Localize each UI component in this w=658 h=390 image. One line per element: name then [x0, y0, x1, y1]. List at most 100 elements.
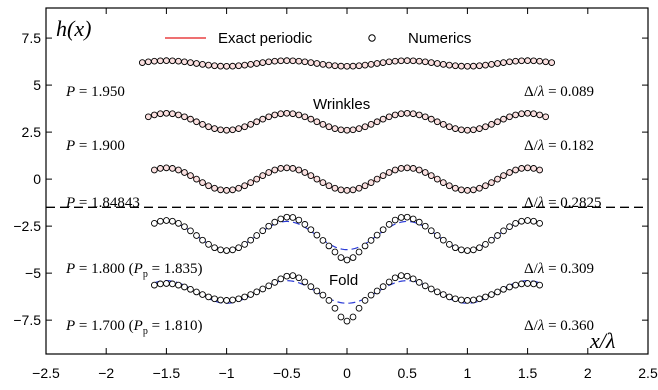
numerics-marker	[265, 113, 273, 121]
numerics-marker	[488, 236, 495, 244]
numerics-marker	[488, 60, 495, 68]
numerics-marker	[530, 57, 537, 65]
numerics-marker	[439, 121, 447, 128]
numerics-marker	[138, 59, 146, 66]
y-tick-label: −5	[25, 265, 41, 281]
numerics-marker	[187, 115, 194, 123]
numerics-marker	[355, 184, 363, 192]
numerics-marker	[181, 223, 188, 231]
numerics-marker	[439, 60, 447, 68]
numerics-marker	[157, 110, 164, 118]
numerics-marker	[319, 60, 327, 68]
numerics-marker	[169, 57, 176, 65]
numerics-marker	[151, 57, 158, 65]
legend-numerics-label: Numerics	[408, 30, 471, 47]
ratio-label: Δ/λ = 0.2825	[524, 195, 602, 211]
numerics-marker	[530, 217, 537, 225]
numerics-marker	[163, 109, 170, 117]
numerics-marker	[247, 121, 255, 128]
numerics-marker	[193, 288, 200, 296]
numerics-marker	[373, 118, 381, 126]
numerics-marker	[331, 248, 339, 256]
numerics-marker	[301, 58, 309, 66]
numerics-marker	[253, 232, 261, 239]
numerics-marker	[445, 241, 453, 248]
numerics-marker	[361, 123, 369, 131]
numerics-marker	[151, 111, 158, 119]
numerics-marker	[343, 187, 351, 194]
numerics-marker	[331, 125, 339, 132]
numerics-marker	[445, 123, 453, 131]
numerics-marker	[319, 121, 327, 128]
numerics-marker	[445, 293, 453, 301]
numerics-marker	[271, 279, 279, 286]
numerics-marker	[458, 296, 465, 304]
numerics-marker	[343, 62, 351, 70]
numerics-marker	[289, 214, 297, 221]
numerics-marker	[253, 288, 261, 296]
numerics-marker	[193, 175, 200, 183]
numerics-marker	[283, 109, 291, 117]
numerics-marker	[464, 187, 471, 194]
numerics-marker	[337, 254, 345, 261]
numerics-marker	[494, 60, 501, 67]
numerics-marker	[211, 295, 218, 303]
x-tick-label: −0.5	[273, 365, 301, 381]
numerics-marker	[415, 57, 423, 65]
numerics-marker	[295, 166, 303, 174]
numerics-marker	[349, 254, 357, 261]
x-tick-label: 2	[584, 365, 592, 381]
numerics-marker	[229, 186, 236, 194]
numerics-marker	[476, 244, 483, 252]
numerics-marker	[313, 175, 321, 183]
y-tick-label: 5	[33, 77, 41, 93]
numerics-marker	[470, 246, 477, 254]
numerics-marker	[530, 165, 537, 172]
numerics-marker	[403, 213, 411, 221]
numerics-marker	[301, 221, 309, 228]
numerics-marker	[229, 126, 236, 134]
numerics-marker	[421, 282, 429, 290]
numerics-marker	[193, 118, 200, 126]
numerics-marker	[211, 244, 218, 252]
numerics-marker	[373, 287, 381, 295]
numerics-marker	[187, 227, 194, 235]
numerics-marker	[241, 182, 249, 190]
numerics-marker	[397, 214, 405, 221]
pressure-label: P = 1.700 (Pp = 1.810)	[65, 318, 203, 337]
numerics-marker	[313, 287, 321, 295]
numerics-marker	[373, 231, 381, 239]
numerics-marker	[157, 217, 164, 225]
numerics-marker	[476, 62, 483, 70]
numerics-marker	[439, 236, 447, 244]
numerics-marker	[271, 111, 279, 119]
numerics-marker	[385, 221, 393, 228]
numerics-marker	[397, 110, 405, 118]
numerics-marker	[452, 244, 459, 252]
numerics-marker	[488, 179, 495, 186]
numerics-marker	[277, 57, 285, 65]
numerics-marker	[500, 115, 507, 123]
numerics-marker	[169, 217, 176, 225]
numerics-marker	[349, 313, 357, 321]
numerics-marker	[241, 61, 249, 69]
numerics-marker	[433, 288, 441, 296]
numerics-marker	[157, 57, 164, 65]
fold-annotation: Fold	[329, 272, 358, 289]
numerics-marker	[283, 57, 291, 65]
numerics-marker	[512, 220, 519, 227]
numerics-marker	[385, 169, 393, 176]
numerics-marker	[313, 60, 321, 67]
numerics-marker	[536, 281, 543, 289]
numerics-marker	[494, 288, 501, 296]
numerics-marker	[415, 218, 423, 226]
numerics-marker	[295, 274, 303, 282]
numerics-marker	[391, 57, 399, 65]
numerics-marker	[253, 60, 261, 67]
numerics-marker	[319, 237, 327, 244]
numerics-marker	[307, 59, 315, 66]
numerics-marker	[427, 115, 435, 123]
numerics-marker	[536, 111, 543, 119]
numerics-marker	[482, 293, 489, 301]
numerics-marker	[403, 57, 411, 65]
